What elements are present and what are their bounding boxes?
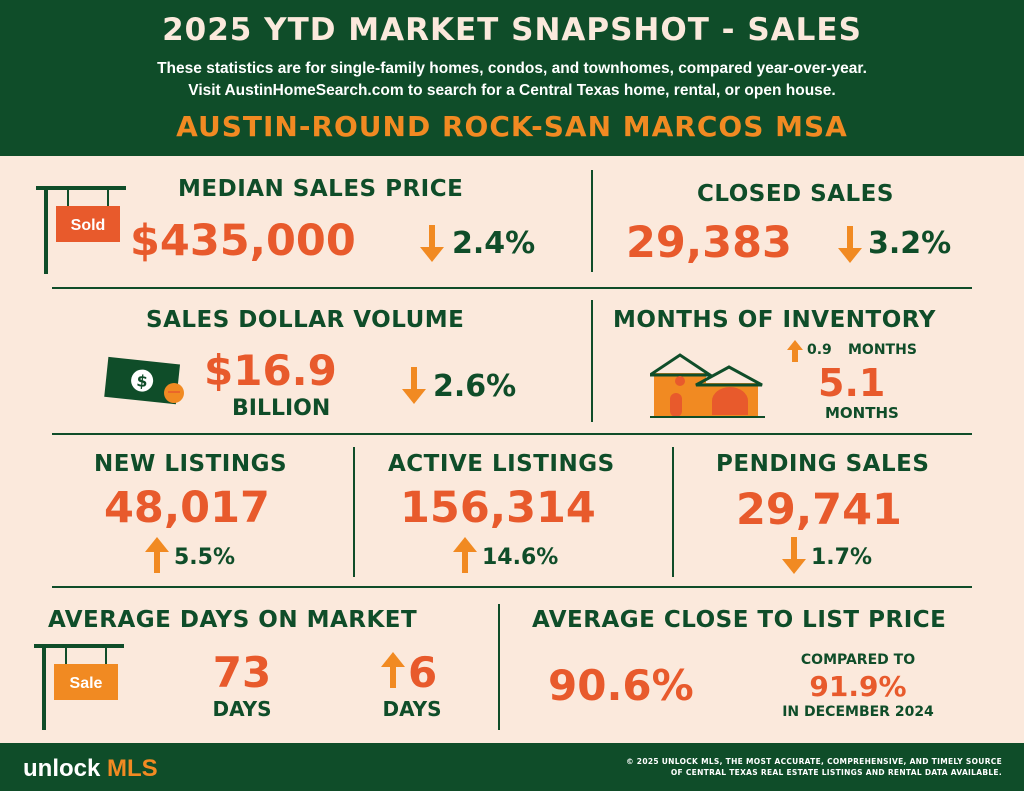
sale-sign-text: Sale: [70, 675, 103, 692]
divider-col-1: [591, 170, 593, 272]
arrow-up-icon: [381, 652, 405, 692]
bill-dollar-sign: $: [136, 371, 149, 391]
unlock-mls-logo: unlock MLS: [23, 755, 158, 783]
pending-sales-label: PENDING SALES: [716, 451, 930, 477]
median-sales-price-change: 2.4%: [452, 226, 536, 261]
sale-sign-icon: Sale: [34, 640, 126, 736]
header-banner: [0, 0, 1024, 156]
arrow-down-icon: [837, 226, 863, 268]
average-days-unit: DAYS: [212, 697, 272, 721]
sales-dollar-volume-value: $16.9: [204, 346, 337, 395]
sales-dollar-volume-label: SALES DOLLAR VOLUME: [146, 307, 465, 333]
inventory-change-unit: MONTHS: [848, 342, 917, 358]
closed-sales-change: 3.2%: [868, 226, 952, 261]
arrow-down-icon: [419, 225, 445, 267]
copyright-line-1: © 2025 UNLOCK MLS, THE MOST ACCURATE, CO…: [626, 757, 1002, 766]
sold-sign-text: Sold: [71, 217, 106, 234]
money-bill-icon: $: [100, 355, 192, 414]
sold-sign-icon: Sold: [36, 180, 128, 279]
arrow-up-icon: [145, 537, 169, 577]
logo-mls: MLS: [107, 755, 158, 782]
average-close-to-list-value: 90.6%: [548, 661, 694, 710]
region-title: AUSTIN-ROUND ROCK-SAN MARCOS MSA: [176, 110, 848, 143]
compared-period: IN DECEMBER 2024: [782, 704, 934, 720]
sales-dollar-volume-unit: BILLION: [232, 396, 331, 421]
sales-dollar-volume-change: 2.6%: [433, 369, 517, 404]
months-of-inventory-label: MONTHS OF INVENTORY: [613, 307, 936, 333]
new-listings-label: NEW LISTINGS: [94, 451, 288, 477]
divider-col-3a: [353, 447, 355, 577]
average-close-to-list-label: AVERAGE CLOSE TO LIST PRICE: [532, 607, 947, 633]
inventory-change-value: 0.9: [807, 342, 832, 358]
arrow-down-icon: [781, 537, 807, 579]
active-listings-label: ACTIVE LISTINGS: [388, 451, 615, 477]
arrow-up-icon: [453, 537, 477, 577]
average-days-value: 73: [212, 648, 272, 697]
median-sales-price-label: MEDIAN SALES PRICE: [178, 176, 464, 202]
subtitle-line-1: These statistics are for single-family h…: [157, 60, 867, 77]
new-listings-change: 5.5%: [174, 545, 236, 570]
divider-col-4: [498, 604, 500, 730]
new-listings-value: 48,017: [104, 483, 270, 533]
copyright-line-2: OF CENTRAL TEXAS REAL ESTATE LISTINGS AN…: [670, 768, 1002, 777]
arrow-down-icon: [401, 367, 427, 409]
days-change-unit: DAYS: [382, 697, 442, 721]
logo-word: unlock: [23, 755, 101, 782]
house-icon: [645, 353, 765, 422]
months-of-inventory-unit: MONTHS: [825, 404, 899, 422]
page-title: 2025 YTD MARKET SNAPSHOT - SALES: [162, 12, 862, 48]
divider-col-2: [591, 300, 593, 422]
compared-to-label: COMPARED TO: [800, 652, 916, 668]
closed-sales-label: CLOSED SALES: [697, 181, 894, 207]
divider-row-1: [52, 287, 972, 289]
divider-row-3: [52, 586, 972, 588]
months-of-inventory-value: 5.1: [818, 361, 886, 405]
active-listings-change: 14.6%: [482, 545, 559, 570]
divider-col-3b: [672, 447, 674, 577]
subtitle-line-2: Visit AustinHomeSearch.com to search for…: [188, 82, 836, 99]
arrow-up-icon: [787, 340, 803, 366]
active-listings-value: 156,314: [400, 483, 596, 533]
pending-sales-value: 29,741: [736, 485, 902, 535]
pending-sales-change: 1.7%: [811, 545, 873, 570]
average-days-on-market-label: AVERAGE DAYS ON MARKET: [48, 607, 418, 633]
divider-row-2: [52, 433, 972, 435]
closed-sales-value: 29,383: [626, 218, 792, 268]
days-change-value: 6: [408, 648, 438, 697]
footer-bar: [0, 743, 1024, 791]
median-sales-price-value: $435,000: [130, 216, 356, 266]
compared-value: 91.9%: [809, 670, 907, 703]
